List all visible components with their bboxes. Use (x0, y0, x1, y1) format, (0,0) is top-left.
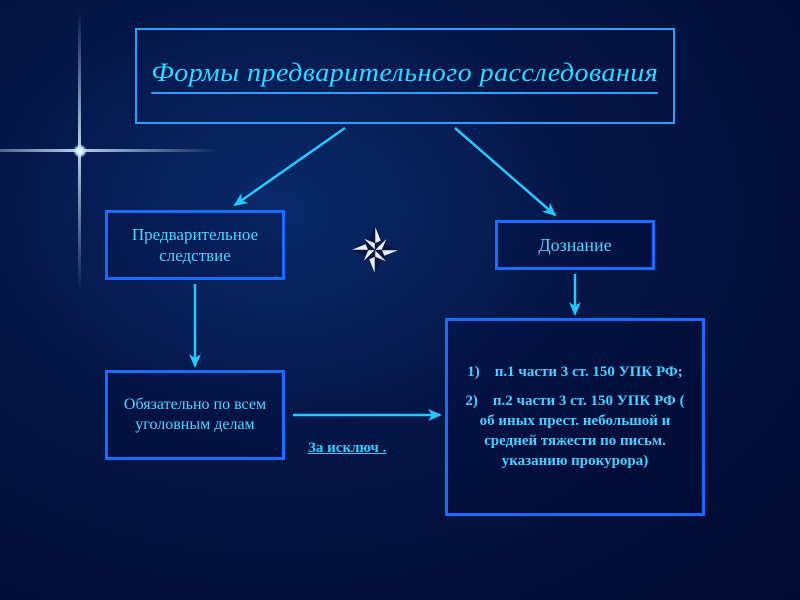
title-box: Формы предварительного расследования (135, 28, 675, 124)
except-text: За исключ . (308, 440, 386, 456)
box-left1-text: Предварительное следствие (118, 224, 272, 267)
exception-1-num: 1) (467, 364, 480, 380)
title-text: Формы предварительного расследования (151, 58, 658, 94)
lens-flare-horizontal (0, 149, 220, 152)
compass-rose-icon (340, 215, 410, 285)
exceptions-ol: 1) п.1 части 3 ст. 150 УПК РФ; 2) п.2 ча… (458, 354, 692, 479)
box-preliminary-investigation: Предварительное следствие (105, 210, 285, 280)
lens-flare-core (73, 144, 87, 158)
exception-1-text: п.1 части 3 ст. 150 УПК РФ; (495, 364, 683, 380)
exception-2-text: п.2 части 3 ст. 150 УПК РФ ( об иных пре… (480, 393, 685, 470)
slide-stage: Формы предварительного расследования Пре… (0, 0, 800, 600)
box-mandatory: Обязательно по всем уголовным делам (105, 370, 285, 460)
box-inquiry: Дознание (495, 220, 655, 270)
except-label: За исключ . (308, 440, 386, 457)
box-exceptions-list: 1) п.1 части 3 ст. 150 УПК РФ; 2) п.2 ча… (445, 318, 705, 516)
box-left2-text: Обязательно по всем уголовным делам (118, 395, 272, 435)
box-right1-text: Дознание (538, 235, 611, 256)
exception-item-2: 2) п.2 части 3 ст. 150 УПК РФ ( об иных … (464, 391, 686, 472)
exception-2-num: 2) (465, 393, 478, 409)
arrow-title-to-left (235, 128, 345, 205)
arrow-title-to-right (455, 128, 555, 215)
exception-item-1: 1) п.1 части 3 ст. 150 УПК РФ; (464, 362, 686, 382)
